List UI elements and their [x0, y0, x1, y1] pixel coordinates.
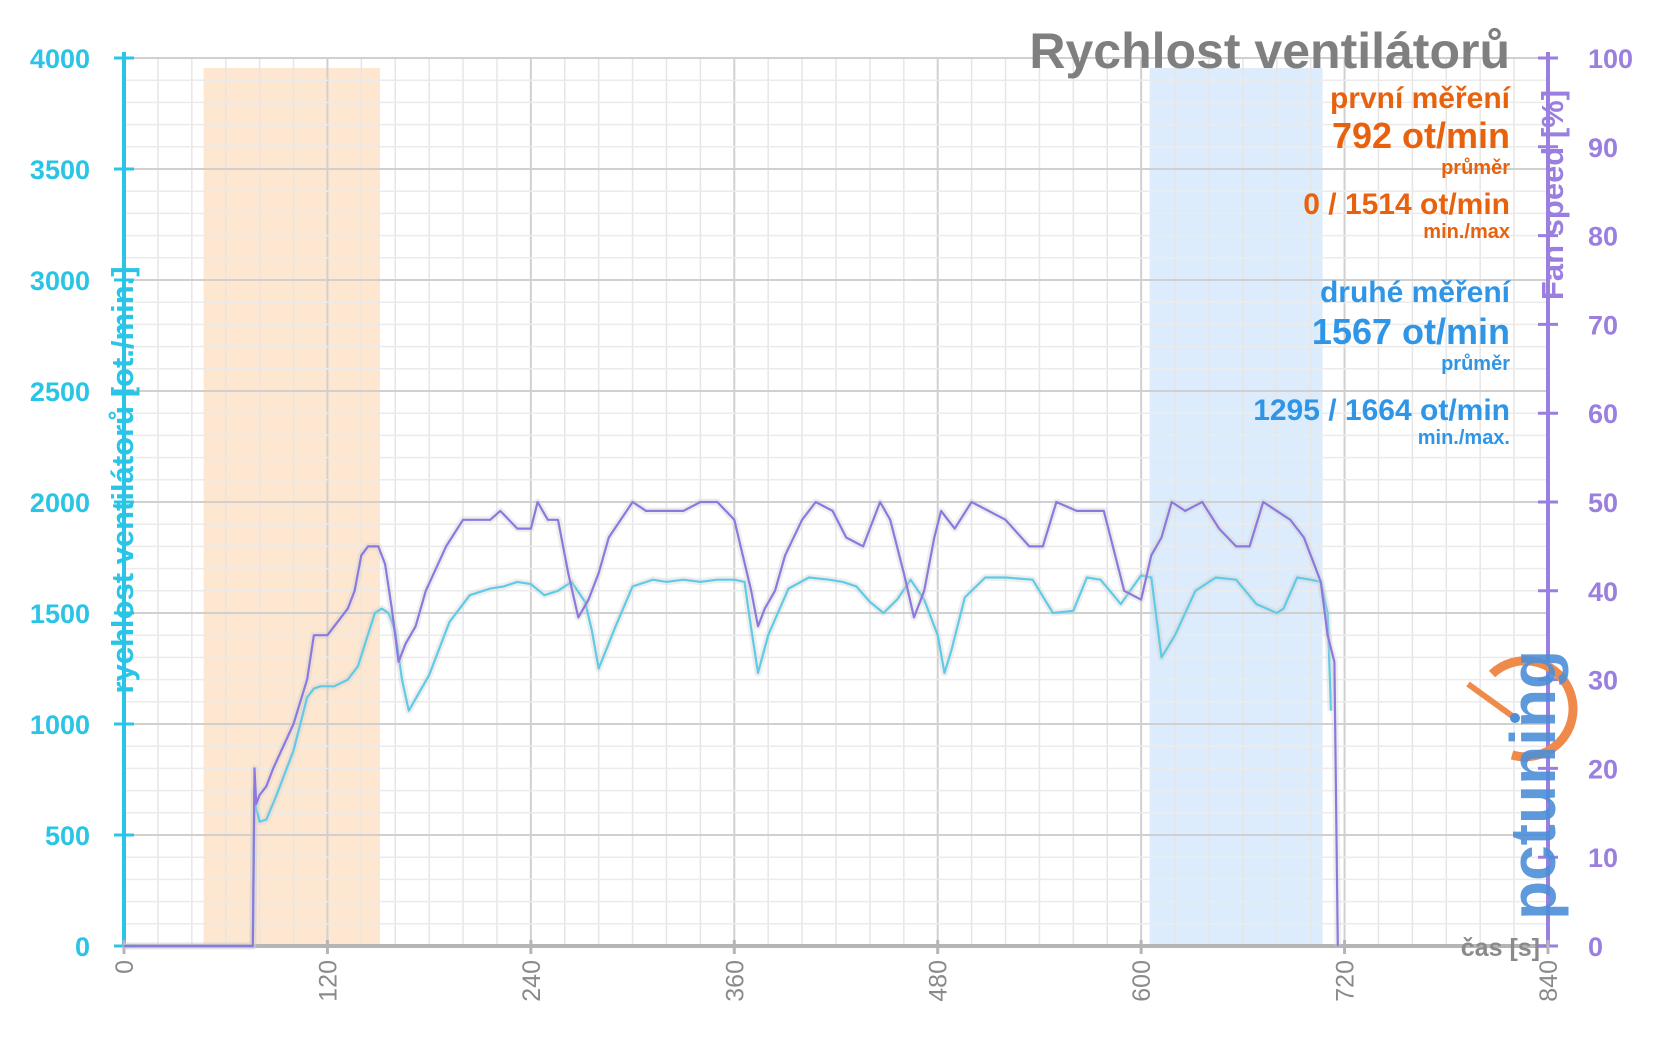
y-right-tick-label: 20 — [1588, 754, 1618, 784]
second-measure-minmax: 1295 / 1664 ot/min — [1253, 394, 1510, 427]
x-tick-label: 840 — [1535, 960, 1563, 1002]
y-left-tick-label: 3500 — [30, 155, 90, 185]
logo-text: pctuning — [1497, 650, 1569, 920]
second-measure-average-label: průměr — [1441, 353, 1510, 375]
y-right-tick-label: 0 — [1588, 932, 1603, 962]
x-tick-label: 360 — [721, 960, 749, 1002]
y-left-tick-label: 1500 — [30, 599, 90, 629]
y-left-tick-label: 3000 — [30, 266, 90, 296]
tick-labels: 0500100015002000250030003500400001020304… — [30, 44, 1633, 1002]
x-tick-label: 480 — [925, 960, 953, 1002]
y-left-tick-label: 500 — [45, 821, 90, 851]
y-right-tick-label: 100 — [1588, 44, 1633, 74]
axes — [114, 52, 1558, 954]
x-tick-label: 120 — [314, 960, 342, 1002]
y-left-tick-label: 1000 — [30, 710, 90, 740]
logo-arc-icon — [1488, 656, 1578, 762]
x-tick-label: 0 — [111, 960, 139, 974]
series-lines — [124, 498, 1342, 950]
first-measure-average: 792 ot/min — [1332, 115, 1510, 156]
logo-hub-icon — [1510, 713, 1520, 723]
x-tick-label: 600 — [1128, 960, 1156, 1002]
series-line-fan-speed-percent — [124, 500, 1339, 948]
first-measure-average-label: průměr — [1441, 157, 1510, 179]
pctuning-logo: pctuning — [1466, 650, 1578, 920]
y-left-tick-label: 0 — [75, 932, 90, 962]
highlight-band-0 — [203, 68, 380, 946]
y-right-tick-label: 50 — [1588, 488, 1618, 518]
logo-needle-icon — [1466, 681, 1517, 721]
y-axis-right-title: Fan speed [%] — [1535, 90, 1570, 300]
first-measure-minmax-label: min./max — [1423, 221, 1510, 243]
highlight-bands — [203, 68, 1323, 946]
y-left-tick-label: 4000 — [30, 44, 90, 74]
second-measure-minmax-label: min./max. — [1418, 427, 1510, 449]
second-measure-heading: druhé měření — [1320, 276, 1512, 309]
y-left-tick-label: 2000 — [30, 488, 90, 518]
y-right-tick-label: 40 — [1588, 577, 1618, 607]
x-tick-label: 720 — [1332, 960, 1360, 1002]
chart-title: Rychlost ventilátorů — [1029, 23, 1510, 79]
y-right-tick-label: 80 — [1588, 222, 1618, 252]
y-right-tick-label: 10 — [1588, 843, 1618, 873]
y-right-tick-label: 30 — [1588, 666, 1618, 696]
y-right-tick-label: 90 — [1588, 133, 1618, 163]
series-line-fan-rpm — [124, 574, 1333, 948]
y-right-tick-label: 70 — [1588, 310, 1618, 340]
x-axis-title: čas [s] — [1461, 934, 1540, 962]
y-axis-left-title: rychlost ventilátorů [ot./min.] — [105, 266, 140, 693]
y-right-tick-label: 60 — [1588, 399, 1618, 429]
first-measure-minmax: 0 / 1514 ot/min — [1303, 188, 1510, 221]
x-tick-label: 240 — [518, 960, 546, 1002]
first-measure-heading: první měření — [1330, 82, 1512, 115]
y-left-tick-label: 2500 — [30, 377, 90, 407]
second-measure-average: 1567 ot/min — [1312, 311, 1510, 352]
